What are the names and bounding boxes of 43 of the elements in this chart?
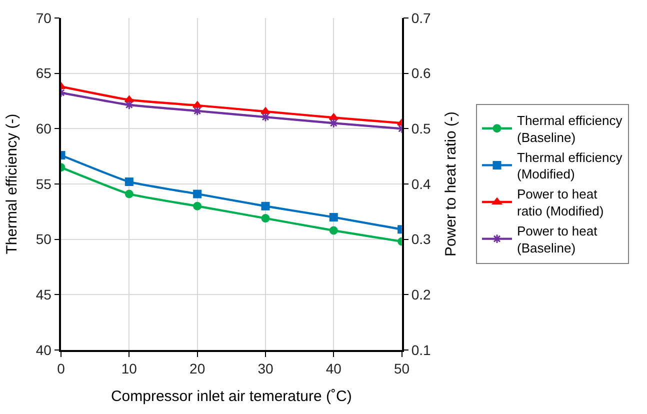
legend-label: Thermal efficiency (Baseline) bbox=[517, 113, 623, 145]
y-tick-label: 70 bbox=[36, 10, 52, 26]
y2-tick-label: 0.2 bbox=[411, 286, 432, 303]
x-tick-label: 30 bbox=[258, 360, 274, 377]
legend-label: Power to heat (Baseline) bbox=[517, 223, 598, 256]
point bbox=[124, 100, 134, 110]
point bbox=[124, 96, 134, 102]
y2-tick-label: 0.1 bbox=[411, 342, 432, 358]
x-axis-title: Compressor inlet air temerature (˚C) bbox=[110, 388, 352, 406]
point bbox=[124, 178, 134, 186]
legend-label: Power to heat ratio (Modified) bbox=[517, 186, 604, 219]
point bbox=[329, 212, 338, 222]
point bbox=[124, 190, 134, 198]
point bbox=[329, 226, 338, 235]
point bbox=[260, 107, 270, 114]
legend-label: Thermal efficiency (Modified) bbox=[517, 150, 623, 182]
y2-tick-label: 0.4 bbox=[411, 176, 432, 192]
x-tick-label: 40 bbox=[326, 360, 342, 377]
y2-tick-label: 0.6 bbox=[411, 65, 432, 82]
x-tick-label: 0 bbox=[57, 360, 66, 377]
point bbox=[193, 190, 202, 198]
point bbox=[328, 113, 338, 120]
y-tick-label: 50 bbox=[36, 231, 52, 248]
y-tick-label: 55 bbox=[36, 176, 52, 192]
x-tick-label: 50 bbox=[394, 360, 410, 377]
point bbox=[261, 214, 270, 223]
point bbox=[192, 101, 202, 108]
y-tick-label: 65 bbox=[36, 65, 52, 82]
point bbox=[260, 112, 270, 122]
y-tick-label: 40 bbox=[36, 342, 52, 358]
y2-tick-label: 0.7 bbox=[411, 10, 432, 26]
y-tick-label: 45 bbox=[36, 286, 52, 303]
point bbox=[192, 106, 202, 116]
x-tick-label: 20 bbox=[190, 360, 206, 377]
y-axis-title: Thermal efficiency (-) bbox=[4, 114, 21, 254]
y2-tick-label: 0.3 bbox=[411, 231, 432, 248]
point bbox=[193, 202, 202, 210]
point bbox=[261, 202, 270, 210]
point bbox=[328, 118, 339, 128]
x-tick-label: 10 bbox=[121, 360, 138, 377]
y2-axis-title: Power to heat ratio (-) bbox=[442, 111, 460, 257]
y2-tick-label: 0.5 bbox=[411, 120, 432, 137]
y-tick-label: 60 bbox=[36, 120, 52, 137]
